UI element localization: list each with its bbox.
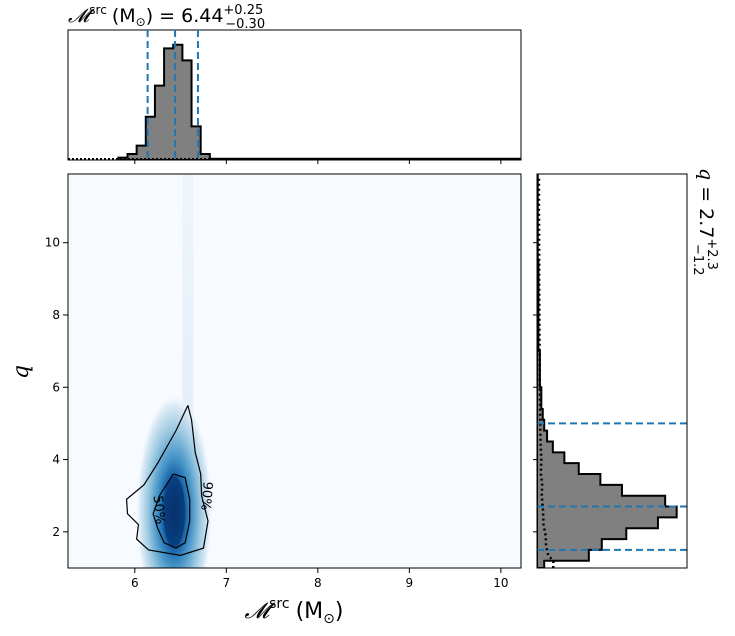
main-xtick-label-3: 9 <box>406 576 414 590</box>
right-marginal-panel: q = 2.7+2.3−1.2 <box>533 168 719 569</box>
main-x-ticks: 6 7 8 9 10 <box>131 568 509 590</box>
top-x-ticks <box>134 160 502 164</box>
top-hist-step <box>117 43 521 160</box>
contours: 50% 90% <box>125 405 215 556</box>
main-ytick-label-4: 10 <box>45 236 60 250</box>
main-xtick-label-0: 6 <box>131 576 139 590</box>
top-panel-title: 𝓜src (M⊙) = 6.44+0.25 −0.30 <box>68 3 265 32</box>
right-histogram <box>537 174 678 568</box>
main-xtick-label-1: 7 <box>223 576 231 590</box>
right-y-ticks <box>533 242 537 533</box>
main-y-ticks: 2 4 6 8 10 <box>45 236 68 539</box>
main-xtick-label-2: 8 <box>314 576 322 590</box>
main-2d-panel: 50% 90% 6 7 8 9 10 2 4 6 8 10 𝓜src (M⊙) q <box>9 173 522 627</box>
main-ytick-label-2: 6 <box>52 380 60 394</box>
right-hist-step <box>537 174 678 568</box>
right-prior-dotted <box>537 177 555 568</box>
right-panel-title: q = 2.7+2.3−1.2 <box>690 168 719 276</box>
right-panel-frame <box>536 173 688 569</box>
main-panel-frame <box>67 173 522 569</box>
contour-0 <box>125 405 209 556</box>
top-histogram <box>68 43 521 160</box>
main-xtick-label-4: 10 <box>493 576 508 590</box>
main-ytick-label-0: 2 <box>52 525 60 539</box>
main-ytick-label-1: 4 <box>52 453 60 467</box>
right-prior-curve <box>537 177 555 568</box>
x-axis-label: 𝓜src (M⊙) <box>245 596 344 627</box>
y-axis-label: q <box>9 365 34 379</box>
right-quantile-lines <box>537 422 687 551</box>
contour-label-90: 90% <box>197 481 214 511</box>
top-panel-frame <box>67 29 522 161</box>
main-ytick-label-3: 8 <box>52 308 60 322</box>
top-marginal-panel: 𝓜src (M⊙) = 6.44+0.25 −0.30 <box>67 3 522 164</box>
density-stripe <box>182 174 194 496</box>
density-core <box>163 475 186 549</box>
contour-1 <box>152 473 191 549</box>
contour-label-50: 50% <box>150 495 167 525</box>
